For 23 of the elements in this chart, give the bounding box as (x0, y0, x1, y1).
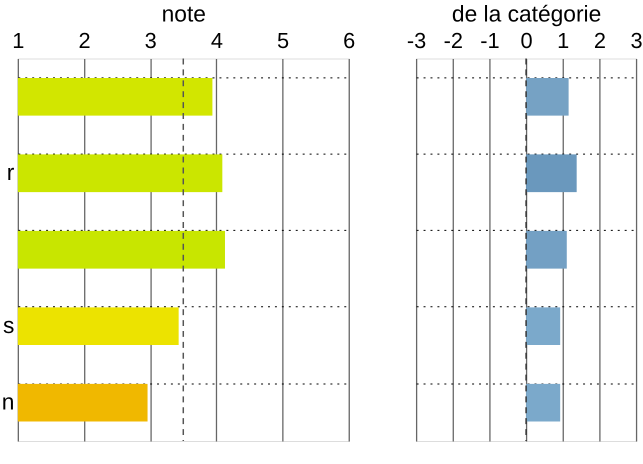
x-tick-label: -1 (480, 28, 500, 54)
x-tick-label: 0 (520, 28, 533, 54)
bar (526, 307, 560, 346)
x-tick-label: 1 (557, 28, 570, 54)
x-tick-label: -3 (406, 28, 426, 54)
x-tick-label: 2 (594, 28, 606, 54)
x-axis-title: de la catégorie (452, 0, 602, 26)
x-tick-label: 2 (78, 28, 91, 54)
bar (526, 154, 577, 192)
x-tick-label: 5 (276, 28, 290, 54)
bar (526, 78, 569, 116)
x-tick-label: 3 (630, 28, 643, 54)
bar (526, 384, 560, 422)
y-tick-label: n (2, 388, 14, 415)
x-tick-label: -2 (444, 28, 463, 54)
x-tick-label: 3 (144, 28, 157, 54)
x-tick-label: 4 (210, 28, 223, 54)
x-tick-label: 6 (343, 28, 356, 54)
y-tick-label: s (2, 312, 14, 338)
y-tick-label: r (6, 159, 15, 186)
x-axis-title: note (162, 0, 206, 26)
bar (526, 230, 567, 269)
x-tick-label: 1 (12, 28, 24, 54)
